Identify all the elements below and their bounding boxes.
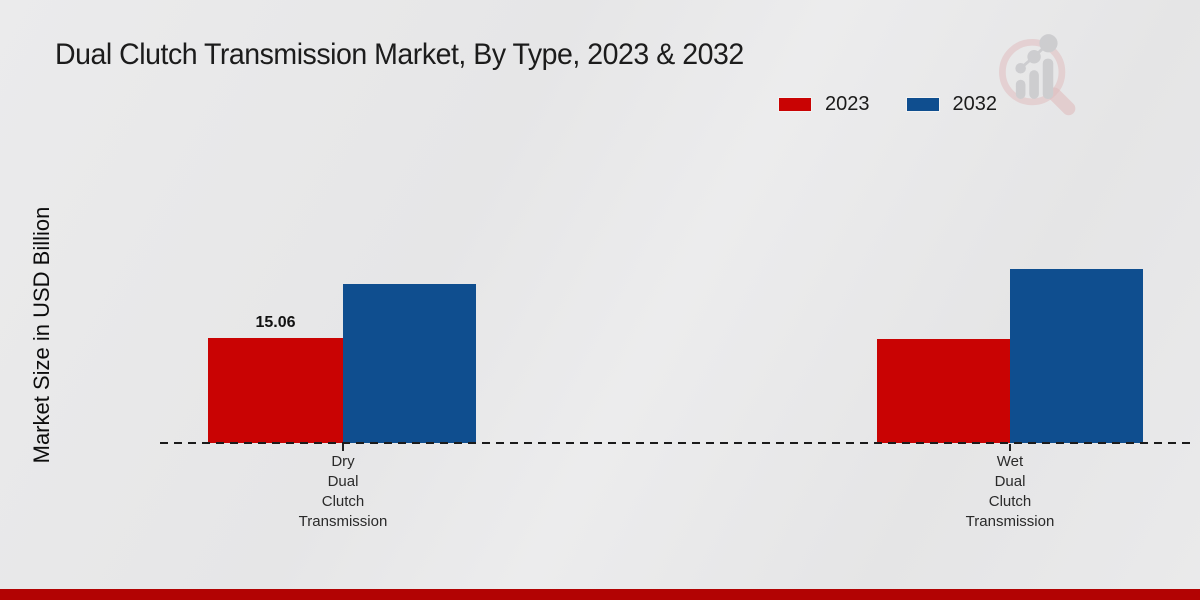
bar-dry-2023 (208, 338, 343, 443)
magnifier-ring (999, 38, 1066, 106)
category-label-wet: Wet Dual Clutch Transmission (920, 452, 1100, 532)
legend-label-2023: 2023 (825, 93, 870, 115)
plot-area: 15.06 (208, 269, 1143, 443)
logo-bar-medium (1029, 70, 1039, 99)
legend-item-2023: 2023 (778, 93, 870, 116)
bar-wet-2023 (877, 339, 1010, 443)
logo-dot-medium (1027, 50, 1041, 64)
footer-accent-bar (0, 589, 1200, 600)
bar-dry-2032 (343, 284, 476, 443)
category-label-line: Wet (996, 453, 1024, 470)
legend: 2023 2032 (778, 93, 1019, 116)
category-label-line: Clutch (988, 493, 1032, 510)
category-label-line: Dual (327, 473, 359, 490)
category-label-line: Dry (331, 453, 355, 470)
logo-bar-large (1042, 58, 1054, 99)
magnifier-handle (1047, 87, 1076, 116)
category-label-line: Clutch (321, 493, 365, 510)
legend-swatch-2032 (905, 97, 940, 112)
chart-title: Dual Clutch Transmission Market, By Type… (55, 38, 744, 71)
bar-value-label: 15.06 (255, 314, 296, 331)
x-axis-tick-dry (342, 444, 344, 451)
magnifier-bar-chart-logo (999, 34, 1076, 116)
x-axis-baseline (160, 442, 1192, 444)
category-label-line: Dual (994, 473, 1026, 490)
category-label-line: Transmission (965, 513, 1055, 530)
category-label-line: Transmission (298, 513, 388, 530)
x-axis-tick-wet (1009, 444, 1011, 451)
logo-dot-small (1015, 62, 1026, 74)
legend-swatch-2023 (778, 97, 812, 112)
category-label-dry: Dry Dual Clutch Transmission (253, 452, 433, 532)
bar-wet-2032 (1010, 269, 1143, 443)
logo-bar-small (1015, 79, 1026, 99)
legend-item-2032: 2032 (905, 93, 998, 116)
legend-label-2032: 2032 (952, 93, 998, 115)
logo-dot-large (1039, 34, 1058, 53)
